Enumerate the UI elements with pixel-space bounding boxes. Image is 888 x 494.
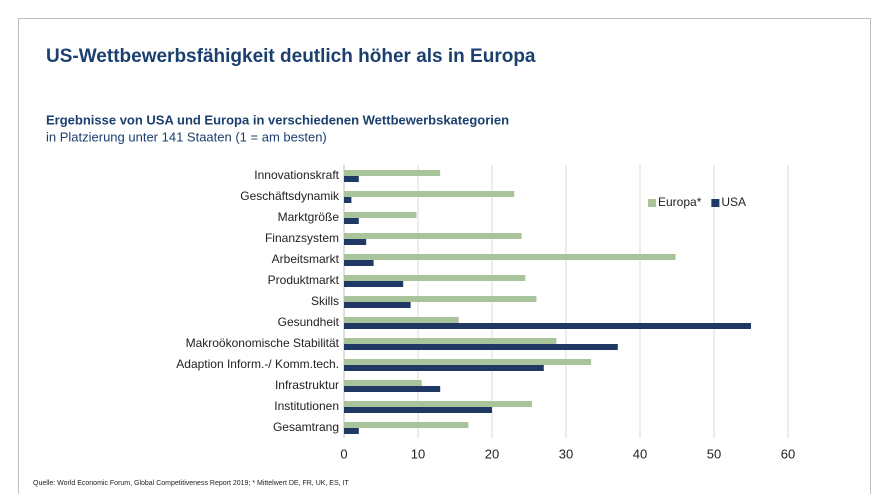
- x-tick-label: 30: [559, 446, 573, 461]
- bar: [344, 275, 526, 281]
- y-tick-label: Produktmarkt: [268, 273, 340, 287]
- y-tick-label: Adaption Inform.-/ Komm.tech.: [176, 357, 339, 371]
- x-tick-label: 20: [485, 446, 499, 461]
- y-tick-label: Skills: [311, 294, 339, 308]
- y-tick-label: Institutionen: [274, 399, 339, 413]
- bar: [344, 428, 359, 434]
- y-tick-label: Innovationskraft: [254, 168, 339, 182]
- bar: [344, 380, 422, 386]
- legend-label: USA: [721, 195, 746, 209]
- bar: [344, 317, 459, 323]
- bar: [344, 302, 411, 308]
- y-tick-label: Infrastruktur: [275, 378, 339, 392]
- bar: [344, 359, 592, 365]
- bar: [344, 197, 352, 203]
- bar: [344, 338, 557, 344]
- bar: [344, 365, 544, 371]
- bar: [344, 191, 515, 197]
- bar: [344, 254, 676, 260]
- legend-swatch: [711, 199, 720, 207]
- x-tick-label: 40: [633, 446, 647, 461]
- bar: [344, 401, 532, 407]
- bar: [344, 233, 522, 239]
- bar: [344, 176, 359, 182]
- bar: [344, 170, 441, 176]
- chart-subtitle: Ergebnisse von USA und Europa in verschi…: [46, 112, 509, 127]
- legend-label: Europa*: [658, 195, 702, 209]
- y-tick-label: Arbeitsmarkt: [272, 252, 340, 266]
- x-tick-label: 60: [781, 446, 795, 461]
- legend-swatch: [648, 199, 656, 207]
- bar: [344, 407, 492, 413]
- bar: [344, 218, 359, 224]
- bar: [344, 260, 374, 266]
- frame: [18, 18, 871, 494]
- bar: [344, 344, 618, 350]
- x-tick-label: 10: [411, 446, 425, 461]
- y-tick-label: Geschäftsdynamik: [240, 189, 340, 203]
- chart-title: US-Wettbewerbsfähigkeit deutlich höher a…: [46, 46, 536, 67]
- bar: [344, 239, 367, 245]
- bar: [344, 386, 441, 392]
- x-tick-label: 0: [340, 446, 347, 461]
- y-tick-label: Makroökonomische Stabilität: [186, 336, 340, 350]
- x-tick-label: 50: [707, 446, 721, 461]
- bar: [344, 422, 469, 428]
- source-note: Quelle: World Economic Forum, Global Com…: [33, 480, 349, 487]
- bar: [344, 281, 404, 287]
- y-tick-label: Finanzsystem: [265, 231, 339, 245]
- bar: [344, 296, 537, 302]
- bar: [344, 323, 751, 329]
- bar: [344, 212, 417, 218]
- chart-subtitle: in Platzierung unter 141 Staaten (1 = am…: [46, 129, 327, 144]
- y-tick-label: Gesamtrang: [273, 420, 339, 434]
- y-tick-label: Gesundheit: [278, 315, 340, 329]
- y-tick-label: Marktgröße: [278, 210, 340, 224]
